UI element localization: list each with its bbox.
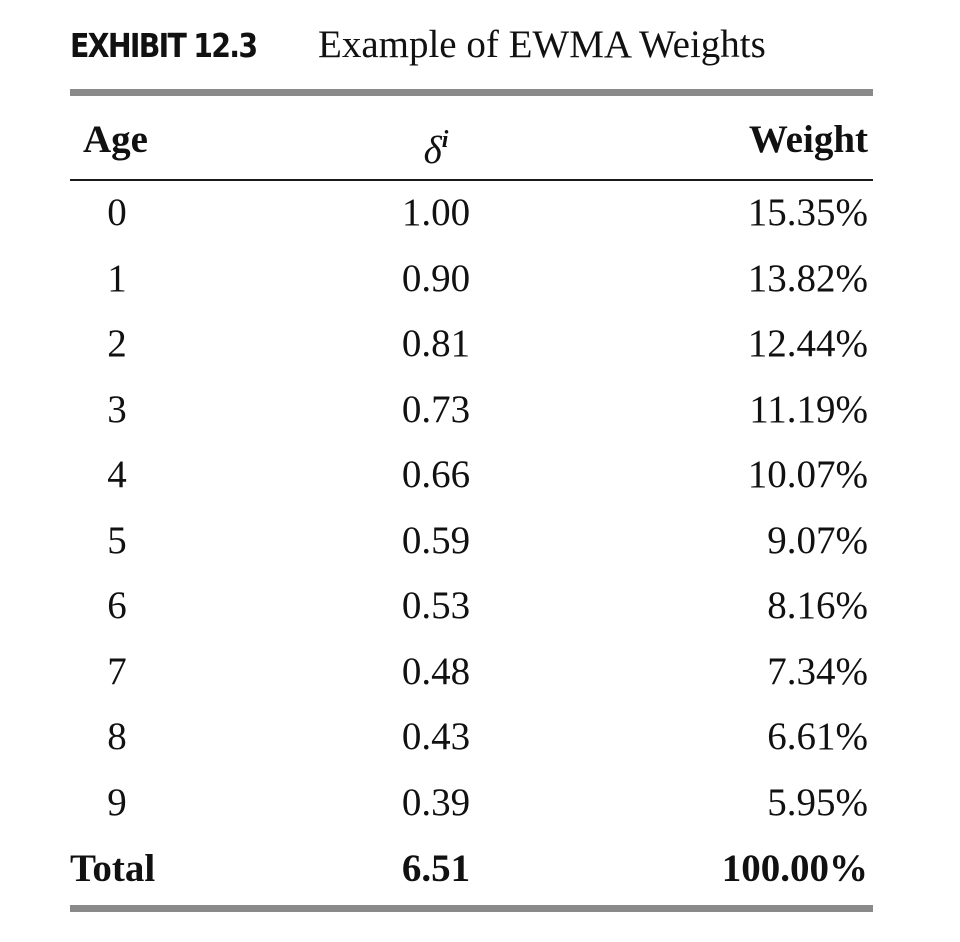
table-bottom-rule xyxy=(70,905,873,912)
weight-cell: 13.82% xyxy=(747,257,868,300)
weight-cell: 10.07% xyxy=(747,453,868,496)
weight-cell: 7.34% xyxy=(767,650,868,693)
exhibit-label: EXHIBIT 12.3 xyxy=(70,26,258,65)
age-cell: 4 xyxy=(107,453,127,496)
age-cell: 3 xyxy=(107,388,127,431)
total-delta: 6.51 xyxy=(401,847,471,890)
delta-cell: 0.73 xyxy=(401,388,471,431)
weight-cell: 11.19% xyxy=(749,388,868,431)
delta-cell: 0.53 xyxy=(401,584,471,627)
total-label: Total xyxy=(70,847,156,890)
age-cell: 8 xyxy=(107,715,127,758)
age-cell: 0 xyxy=(107,191,127,234)
total-weight: 100.00% xyxy=(721,847,868,890)
exhibit-title: Example of EWMA Weights xyxy=(318,23,766,66)
delta-cell: 1.00 xyxy=(401,191,471,234)
delta-cell: 0.59 xyxy=(401,519,471,562)
delta-superscript: i xyxy=(441,127,449,153)
age-cell: 6 xyxy=(107,584,127,627)
delta-cell: 0.90 xyxy=(401,257,471,300)
weight-cell: 15.35% xyxy=(747,191,868,234)
header-weight: Weight xyxy=(748,118,868,161)
weight-cell: 12.44% xyxy=(747,322,868,365)
header-age: Age xyxy=(83,118,148,161)
table-top-rule xyxy=(70,89,873,96)
delta-cell: 0.43 xyxy=(401,715,471,758)
header-rule xyxy=(70,179,873,181)
weight-cell: 9.07% xyxy=(767,519,868,562)
weight-cell: 6.61% xyxy=(767,715,868,758)
age-cell: 1 xyxy=(107,257,127,300)
age-cell: 5 xyxy=(107,519,127,562)
age-cell: 7 xyxy=(107,650,127,693)
delta-cell: 0.81 xyxy=(401,322,471,365)
delta-symbol: δ xyxy=(423,129,442,172)
age-cell: 9 xyxy=(107,781,127,824)
delta-cell: 0.39 xyxy=(401,781,471,824)
delta-cell: 0.66 xyxy=(401,453,471,496)
weight-cell: 8.16% xyxy=(767,584,868,627)
age-cell: 2 xyxy=(107,322,127,365)
header-delta: δi xyxy=(336,117,536,172)
weight-cell: 5.95% xyxy=(767,781,868,824)
delta-cell: 0.48 xyxy=(401,650,471,693)
exhibit-header: EXHIBIT 12.3 Example of EWMA Weights xyxy=(70,22,870,72)
